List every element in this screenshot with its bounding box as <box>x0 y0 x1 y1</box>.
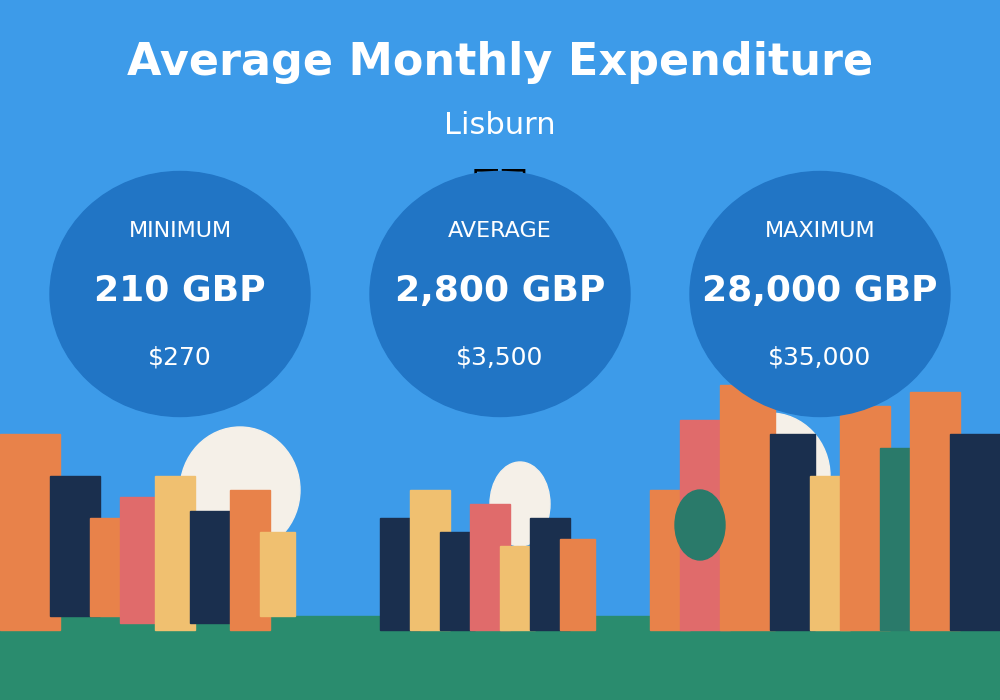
Bar <box>840 406 890 630</box>
Bar <box>230 490 270 630</box>
Text: MINIMUM: MINIMUM <box>128 221 232 241</box>
Bar <box>770 434 815 630</box>
Bar <box>950 434 1000 630</box>
Bar <box>380 518 420 630</box>
Bar <box>155 476 195 630</box>
Bar <box>880 448 920 630</box>
Ellipse shape <box>490 462 550 546</box>
Bar <box>680 420 730 630</box>
Bar <box>530 518 570 630</box>
Bar <box>440 532 475 630</box>
Ellipse shape <box>50 172 310 416</box>
Text: $35,000: $35,000 <box>768 345 872 369</box>
Ellipse shape <box>370 172 630 416</box>
Bar <box>120 497 165 623</box>
Text: $270: $270 <box>148 345 212 369</box>
Text: 🇬🇧: 🇬🇧 <box>472 167 528 211</box>
Bar <box>0 434 60 630</box>
Ellipse shape <box>675 490 725 560</box>
Text: 210 GBP: 210 GBP <box>94 274 266 307</box>
Bar <box>650 490 690 630</box>
Bar <box>260 532 295 616</box>
Text: $3,500: $3,500 <box>456 345 544 369</box>
Bar <box>500 546 535 630</box>
Bar <box>720 385 775 630</box>
Text: 28,000 GBP: 28,000 GBP <box>702 274 938 307</box>
Bar <box>50 476 100 616</box>
Text: Lisburn: Lisburn <box>444 111 556 141</box>
Text: Average Monthly Expenditure: Average Monthly Expenditure <box>127 41 873 85</box>
Ellipse shape <box>180 427 300 553</box>
Bar <box>560 539 595 630</box>
Bar <box>910 392 960 630</box>
Ellipse shape <box>710 413 830 539</box>
Bar <box>810 476 850 630</box>
Bar <box>190 511 240 623</box>
Bar <box>90 518 130 616</box>
Text: 2,800 GBP: 2,800 GBP <box>395 274 605 307</box>
Text: AVERAGE: AVERAGE <box>448 221 552 241</box>
Text: MAXIMUM: MAXIMUM <box>765 221 875 241</box>
Ellipse shape <box>690 172 950 416</box>
Bar <box>410 490 450 630</box>
Bar <box>470 504 510 630</box>
Bar <box>0 616 1000 700</box>
